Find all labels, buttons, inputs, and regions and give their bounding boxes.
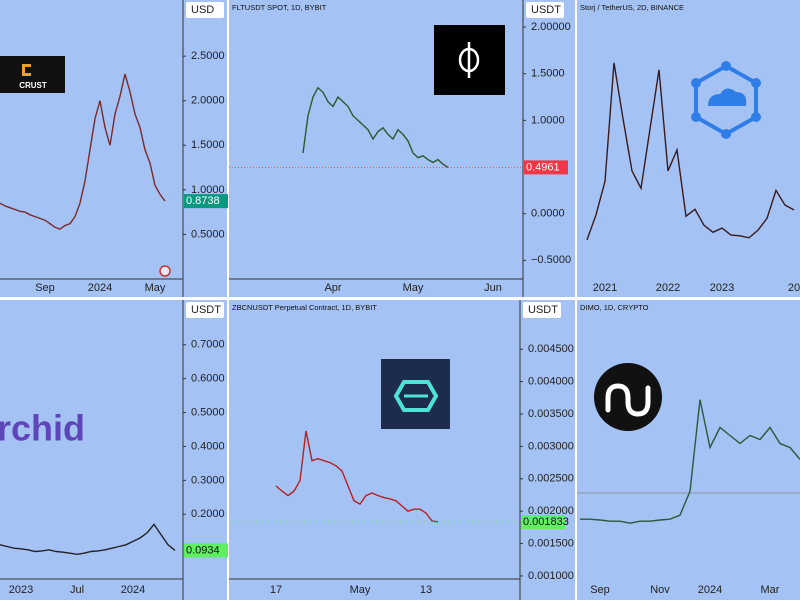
x-tick-label: 20 (788, 282, 800, 294)
x-tick-label: 2021 (593, 282, 617, 294)
y-tick-label: 0.3000 (191, 474, 225, 486)
last-price-box (521, 514, 565, 529)
x-tick-label: Jun (484, 282, 502, 294)
chart-panel: rchid 0.2000 0.3000 0.4000 0.5000 0.6000 0.700… (0, 300, 228, 600)
logo-node (751, 78, 761, 88)
chart-panel: DIMO, 1D, CRYPTO Sep Nov 2024 Mar (577, 300, 800, 600)
x-tick-label: Apr (324, 282, 341, 294)
x-tick-label: Jul (70, 584, 84, 596)
price-line (0, 523, 176, 556)
y-tick-label: −0.5000 (531, 254, 571, 266)
logo-node (691, 112, 701, 122)
y-tick-label: 0.5000 (191, 228, 225, 240)
y-tick-label: 0.004000 (528, 376, 574, 388)
currency-box (526, 2, 564, 18)
y-tick-label: 0.004500 (528, 343, 574, 355)
chart-panel: CRUST 0.5000 1.0000 1.5000 2.0000 2.5000 Sep 20… (0, 0, 228, 297)
y-tick-label: 0.001500 (528, 537, 574, 549)
x-tick-label: 2023 (9, 584, 33, 596)
x-tick-label: Sep (590, 584, 610, 596)
logo-box (381, 359, 450, 429)
price-line (586, 62, 795, 241)
x-tick-label: Mar (761, 584, 780, 596)
price-line (580, 399, 800, 524)
panel-bg (229, 300, 575, 600)
y-tick-label: 2.5000 (191, 50, 225, 62)
x-tick-label: 2022 (656, 282, 680, 294)
chart-title: FLTUSDT SPOT, 1D, BYBIT (232, 3, 327, 12)
y-tick-label: 1.5000 (531, 68, 565, 80)
x-tick-label: 2024 (698, 584, 722, 596)
last-price-label: 0.001833 (523, 516, 569, 528)
logo-node (751, 112, 761, 122)
price-line (275, 430, 439, 523)
x-tick-label: Sep (35, 282, 55, 294)
logo-box (0, 56, 65, 93)
y-tick-label: 0.0000 (531, 208, 565, 220)
y-tick-label: 0.4000 (191, 440, 225, 452)
x-tick-label: 2024 (88, 282, 112, 294)
currency-label: USD (191, 4, 214, 16)
y-tick-label: 1.0000 (191, 184, 225, 196)
logo-node (721, 61, 731, 71)
x-tick-label: May (145, 282, 166, 294)
chart-panel: ZBCNUSDT Perpetual Contract, 1D, BYBIT 0.… (229, 300, 575, 600)
currency-box (523, 302, 561, 318)
price-line (0, 73, 166, 230)
last-price-label: 0.4961 (526, 161, 560, 173)
y-tick-label: 0.5000 (191, 406, 225, 418)
currency-label: USDT (191, 304, 221, 316)
y-tick-label: 2.00000 (531, 21, 571, 33)
chart-panel: FLTUSDT SPOT, 1D, BYBIT −0.5000 0.0000 1.00… (229, 0, 575, 297)
x-tick-label: May (403, 282, 424, 294)
y-tick-label: 0.001000 (528, 570, 574, 582)
logo-text: rchid (0, 408, 85, 449)
flag-icon (159, 265, 171, 277)
last-price-box (524, 160, 568, 175)
x-tick-label: 2024 (121, 584, 145, 596)
panel-bg (577, 0, 800, 297)
chart-title: DIMO, 1D, CRYPTO (580, 303, 649, 312)
x-tick-label: May (350, 584, 371, 596)
chart-title: Storj / TetherUS, 2D, BINANCE (580, 3, 684, 12)
currency-box (186, 302, 224, 318)
logo-node (691, 78, 701, 88)
y-tick-label: 0.7000 (191, 339, 225, 351)
y-tick-label: 0.002500 (528, 473, 574, 485)
x-tick-label: 13 (420, 584, 432, 596)
y-tick-label: 2.0000 (191, 95, 225, 107)
y-tick-label: 0.003000 (528, 440, 574, 452)
last-price-box (184, 194, 228, 209)
logo-text: CRUST (19, 81, 47, 90)
x-tick-label: Nov (650, 584, 670, 596)
last-price-label: 0.0934 (186, 544, 220, 556)
y-tick-label: 0.2000 (191, 508, 225, 520)
y-tick-label: 0.003500 (528, 408, 574, 420)
currency-label: USDT (531, 4, 561, 16)
currency-label: USDT (528, 304, 558, 316)
y-tick-label: 0.002000 (528, 505, 574, 517)
panel-bg (229, 0, 575, 297)
logo-cloud (708, 88, 747, 106)
currency-box (186, 2, 224, 18)
chart-title: ZBCNUSDT Perpetual Contract, 1D, BYBIT (232, 303, 377, 312)
panel-bg (0, 0, 227, 297)
x-tick-label: 17 (270, 584, 282, 596)
logo-glyph (393, 380, 439, 412)
x-tick-label: 2023 (710, 282, 734, 294)
last-price-label: 0.8738 (186, 195, 220, 207)
y-tick-label: 0.6000 (191, 373, 225, 385)
logo-glyph (605, 383, 651, 417)
panel-bg (577, 300, 800, 600)
price-line (302, 86, 449, 168)
logo-node (721, 129, 731, 139)
logo-glyph (22, 64, 31, 76)
y-tick-label: 1.5000 (191, 139, 225, 151)
last-price-box (184, 543, 228, 558)
y-tick-label: 1.0000 (531, 114, 565, 126)
